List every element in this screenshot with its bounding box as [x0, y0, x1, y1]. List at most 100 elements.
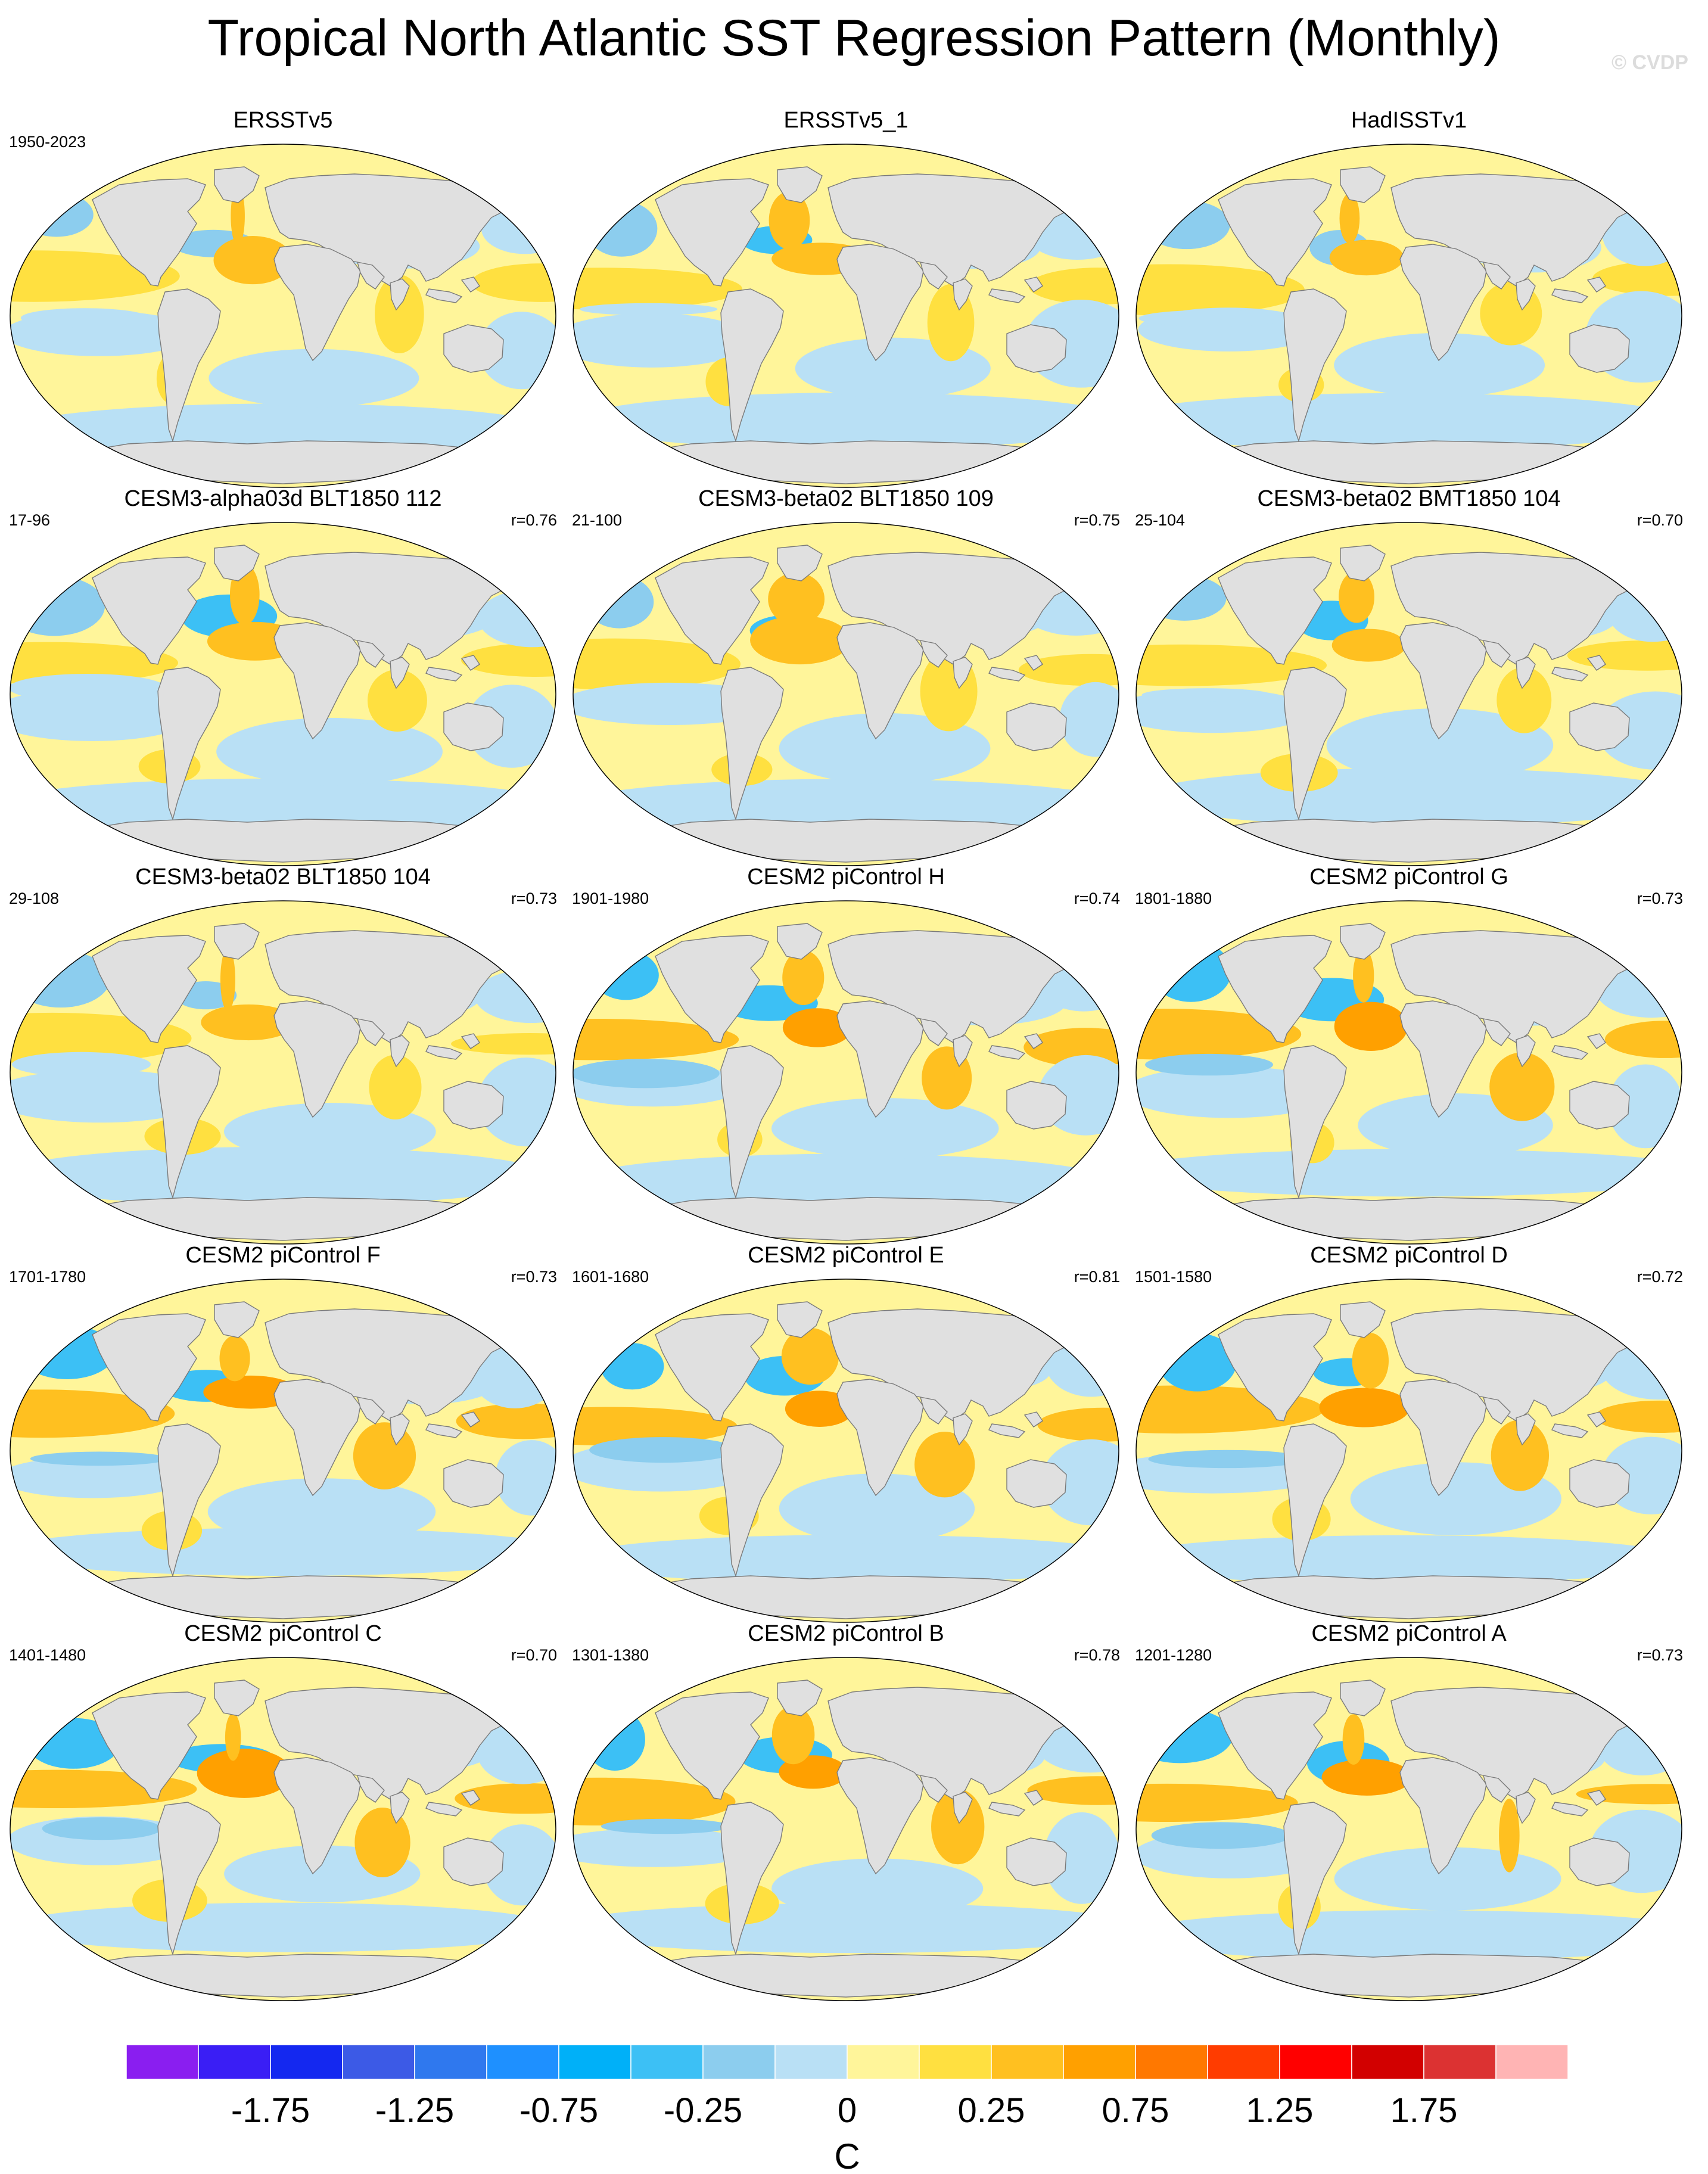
land-mass: [1483, 262, 1511, 290]
sst-anomaly-region: [207, 1478, 436, 1545]
sst-anomaly-region: [584, 576, 654, 629]
panel-years: 1501-1580: [1135, 1268, 1212, 1286]
land-mass: [273, 244, 361, 362]
land-mass: [655, 1691, 769, 1800]
sst-anomaly-region: [589, 1437, 737, 1463]
sst-anomaly-region: [592, 950, 659, 1000]
land-mass: [1483, 1018, 1511, 1046]
land-mass: [655, 178, 769, 287]
land-mass: [1399, 1379, 1487, 1497]
land-mass: [68, 1575, 511, 1619]
colorbar-swatch: [486, 2044, 559, 2080]
sst-map: [10, 522, 556, 866]
land-mass: [836, 622, 924, 740]
colorbar-swatch: [702, 2044, 776, 2080]
land-mass: [720, 288, 784, 443]
sst-anomaly-region: [1489, 1052, 1555, 1121]
map-boundary: [10, 144, 556, 488]
sst-anomaly-region: [354, 1807, 410, 1877]
land-mass: [390, 1035, 410, 1068]
sst-anomaly-region: [769, 191, 810, 250]
land-mass: [273, 1000, 361, 1118]
land-mass: [953, 1035, 973, 1068]
panel-correlation: r=0.74: [1074, 889, 1120, 907]
sst-anomaly-region: [1018, 654, 1119, 686]
land-mass: [390, 657, 410, 689]
sst-anomaly-region: [584, 1708, 645, 1771]
land-mass: [953, 1413, 973, 1446]
land-mass: [1516, 1413, 1536, 1446]
map-panel: CESM2 piControl C 1401-1480 r=0.70: [9, 1621, 557, 2002]
land-mass: [1023, 655, 1043, 671]
sst-anomaly-region: [1138, 310, 1286, 327]
land-mass: [92, 1691, 206, 1800]
sst-anomaly-region: [203, 1375, 298, 1409]
sst-anomaly-region: [1334, 1002, 1408, 1051]
land-mass: [655, 1313, 769, 1422]
land-mass: [1399, 622, 1487, 740]
land-mass: [1551, 1045, 1589, 1060]
panel-correlation: r=0.70: [511, 1646, 557, 1664]
land-mass: [988, 667, 1026, 682]
cvdp-watermark: © CVDP: [1611, 51, 1688, 74]
sst-anomaly-region: [1329, 240, 1404, 276]
land-mass: [425, 667, 463, 682]
land-mass: [827, 552, 1079, 665]
panel-title: CESM2 piControl B: [748, 1621, 944, 1646]
land-mass: [1586, 1033, 1606, 1049]
land-mass: [357, 1775, 385, 1803]
sst-anomaly-region: [471, 263, 556, 302]
land-mass: [1569, 324, 1630, 373]
land-mass: [1283, 1802, 1347, 1956]
colorbar-swatch: [342, 2044, 415, 2080]
colorbar-tick-label: 0.75: [1102, 2091, 1169, 2130]
land-mass: [836, 244, 924, 362]
sst-anomaly-region: [1319, 1388, 1410, 1427]
land-mass: [265, 1308, 516, 1422]
panel-title: CESM3-beta02 BMT1850 104: [1257, 486, 1561, 511]
sst-anomaly-region: [1027, 1776, 1119, 1805]
sst-map: [1135, 144, 1682, 488]
colorbar-swatch: [1063, 2044, 1136, 2080]
sst-map: [1135, 1657, 1682, 2001]
map-boundary: [10, 1279, 556, 1623]
land-mass: [1551, 288, 1589, 303]
land-mass: [1390, 1308, 1642, 1422]
land-mass: [92, 1313, 206, 1422]
land-mass: [655, 935, 769, 1043]
colorbar-swatch: [558, 2044, 631, 2080]
sst-anomaly-region: [1342, 1714, 1365, 1765]
map-boundary: [573, 1657, 1119, 2001]
land-mass: [1586, 1411, 1606, 1427]
sst-anomaly-region: [1353, 948, 1374, 1003]
sst-anomaly-region: [580, 303, 718, 316]
land-mass: [827, 1687, 1079, 1800]
land-mass: [1023, 1790, 1043, 1806]
map-boundary: [10, 1657, 556, 2001]
sst-anomaly-region: [10, 1389, 175, 1438]
sst-anomaly-region: [573, 1407, 738, 1446]
panel-correlation: r=0.73: [511, 1268, 557, 1286]
map-boundary: [573, 522, 1119, 866]
panel-title: CESM2 piControl A: [1311, 1621, 1507, 1646]
sst-anomaly-region: [785, 1391, 854, 1427]
colorbar-swatch: [774, 2044, 848, 2080]
sst-anomaly-region: [1136, 688, 1311, 733]
land-mass: [425, 1423, 463, 1438]
panel-years: 1301-1380: [572, 1646, 649, 1664]
land-mass: [1194, 819, 1637, 863]
land-mass: [1283, 1045, 1347, 1199]
land-mass: [273, 1757, 361, 1875]
panel-correlation: r=0.81: [1074, 1268, 1120, 1286]
land-mass: [1390, 173, 1642, 287]
sst-map: [573, 1657, 1119, 2001]
sst-anomaly-region: [461, 643, 556, 677]
land-mass: [1569, 1837, 1630, 1886]
land-mass: [1516, 1792, 1536, 1824]
sst-map: [573, 144, 1119, 488]
land-mass: [68, 1197, 511, 1241]
sst-anomaly-region: [1136, 393, 1682, 450]
sst-anomaly-region: [771, 1705, 815, 1765]
sst-anomaly-region: [213, 236, 293, 285]
sst-anomaly-region: [573, 1153, 1118, 1214]
